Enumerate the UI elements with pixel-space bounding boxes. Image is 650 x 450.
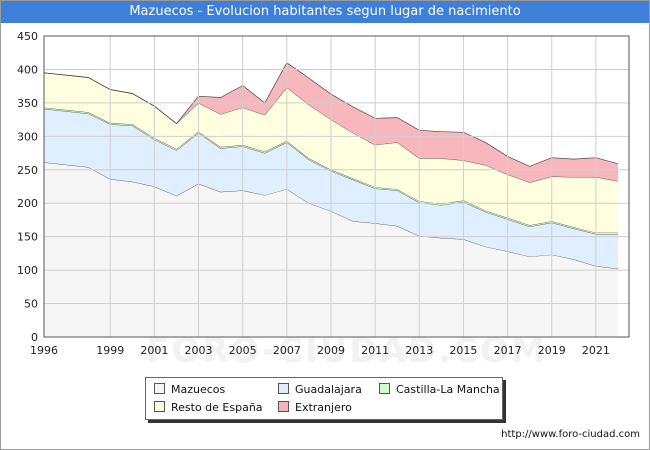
legend-item-mazuecos: Mazuecos: [154, 383, 225, 397]
legend-item-resto-de-espana: Resto de España: [154, 401, 263, 415]
y-tick-150: 150: [17, 231, 38, 244]
legend-swatch-guadalajara: [278, 383, 289, 394]
y-tick-350: 350: [17, 97, 38, 110]
x-tick-2003: 2003: [185, 344, 213, 357]
legend-swatch-castilla-la-mancha: [379, 383, 390, 394]
legend: Mazuecos Guadalajara Castilla-La Mancha …: [145, 377, 503, 420]
line-extranjero: [43, 62, 619, 167]
x-tick-2005: 2005: [229, 344, 257, 357]
y-tick-100: 100: [17, 264, 38, 277]
x-tick-1996: 1996: [30, 344, 58, 357]
legend-label-resto-de-espana: Resto de España: [171, 401, 263, 414]
x-tick-2011: 2011: [361, 344, 389, 357]
legend-item-extranjero: Extranjero: [278, 401, 352, 415]
x-tick-2021: 2021: [582, 344, 610, 357]
x-tick-2019: 2019: [538, 344, 566, 357]
legend-swatch-mazuecos: [154, 383, 165, 394]
x-tick-2001: 2001: [140, 344, 168, 357]
x-tick-2007: 2007: [273, 344, 301, 357]
source-url: http://www.foro-ciudad.com: [501, 429, 640, 440]
legend-item-guadalajara: Guadalajara: [278, 383, 362, 397]
y-tick-50: 50: [24, 298, 38, 311]
y-tick-300: 300: [17, 130, 38, 143]
legend-label-castilla-la-mancha: Castilla-La Mancha: [396, 383, 500, 396]
x-tick-2013: 2013: [405, 344, 433, 357]
y-tick-400: 400: [17, 63, 38, 76]
y-tick-250: 250: [17, 164, 38, 177]
area-extranjero: [44, 62, 618, 183]
x-tick-2015: 2015: [449, 344, 477, 357]
legend-item-castilla-la-mancha: Castilla-La Mancha: [379, 383, 500, 397]
x-tick-2017: 2017: [494, 344, 522, 357]
y-tick-450: 450: [17, 30, 38, 43]
watermark: FORO-CIUDAD.COM: [146, 331, 547, 371]
legend-label-extranjero: Extranjero: [295, 401, 352, 414]
legend-label-guadalajara: Guadalajara: [295, 383, 362, 396]
y-tick-200: 200: [17, 197, 38, 210]
legend-label-mazuecos: Mazuecos: [171, 383, 226, 396]
plot-border: [43, 35, 630, 338]
x-tick-2009: 2009: [317, 344, 345, 357]
legend-swatch-resto-de-espana: [154, 401, 165, 412]
x-tick-1999: 1999: [96, 344, 124, 357]
chart-title: Mazuecos - Evolucion habitantes segun lu…: [1, 1, 649, 23]
y-tick-0: 0: [31, 331, 38, 344]
legend-swatch-extranjero: [278, 401, 289, 412]
